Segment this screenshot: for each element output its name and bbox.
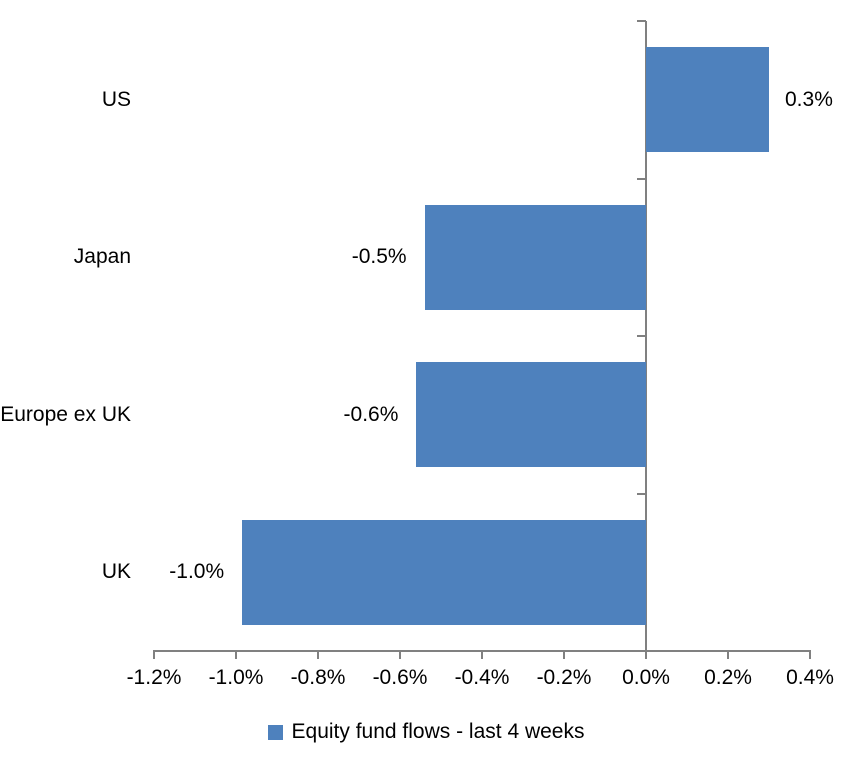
y-axis-zero-line — [645, 21, 647, 651]
x-axis-tick — [153, 650, 155, 659]
value-label: 0.3% — [785, 87, 833, 111]
x-axis-tick — [809, 650, 811, 659]
category-label: UK — [101, 560, 131, 584]
category-label: Japan — [73, 245, 131, 269]
legend: Equity fund flows - last 4 weeks — [0, 719, 852, 745]
x-axis-tick — [727, 650, 729, 659]
x-axis-tick-label: 0.0% — [622, 666, 670, 689]
x-axis-tick-label: -1.2% — [126, 666, 182, 689]
y-axis-tick — [637, 20, 646, 22]
x-axis-tick-label: -0.2% — [536, 666, 592, 689]
x-axis-tick — [563, 650, 565, 659]
x-axis-tick-label: 0.2% — [704, 666, 752, 689]
category-label: Europe ex UK — [0, 402, 131, 426]
x-axis-tick-label: 0.4% — [786, 666, 834, 689]
bar — [416, 362, 646, 468]
x-axis-tick — [235, 650, 237, 659]
x-axis-tick — [481, 650, 483, 659]
x-axis-tick-label: -0.6% — [372, 666, 428, 689]
x-axis-tick-label: -0.4% — [454, 666, 510, 689]
bar — [646, 47, 769, 153]
x-axis-tick — [399, 650, 401, 659]
y-axis-tick — [637, 492, 646, 495]
category-label: US — [101, 87, 131, 111]
value-label: -0.6% — [343, 402, 399, 426]
x-axis-tick — [645, 650, 647, 659]
value-label: -1.0% — [169, 560, 225, 584]
x-axis-tick — [317, 650, 319, 659]
x-axis-tick-label: -0.8% — [290, 666, 346, 689]
bar — [424, 204, 646, 310]
legend-color-swatch — [267, 724, 283, 740]
y-axis-tick — [637, 177, 646, 180]
y-axis-tick — [637, 335, 646, 337]
value-label: -0.5% — [351, 245, 407, 269]
bar — [242, 519, 646, 625]
x-axis-tick-label: -1.0% — [208, 666, 264, 689]
legend-label: Equity fund flows - last 4 weeks — [291, 720, 585, 743]
